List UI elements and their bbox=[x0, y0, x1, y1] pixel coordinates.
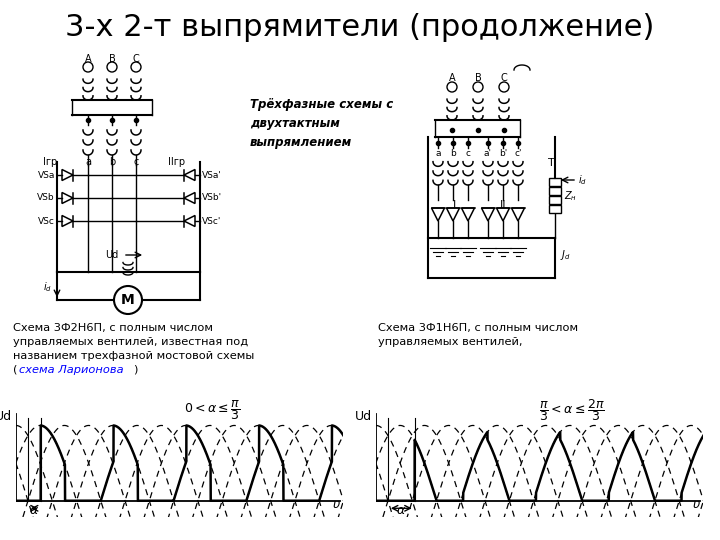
Text: b: b bbox=[109, 157, 115, 167]
Text: b: b bbox=[450, 148, 456, 158]
Text: VSc': VSc' bbox=[202, 217, 221, 226]
Text: названием трехфазной мостовой схемы: названием трехфазной мостовой схемы bbox=[13, 351, 254, 361]
Text: C: C bbox=[132, 54, 140, 64]
Bar bbox=[549, 205, 561, 213]
Text: $J_d$: $J_d$ bbox=[560, 248, 571, 262]
Text: VSc: VSc bbox=[38, 217, 55, 226]
Text: IIгр: IIгр bbox=[168, 157, 185, 167]
Text: c': c' bbox=[514, 148, 522, 158]
Text: $\alpha$: $\alpha$ bbox=[396, 504, 406, 517]
Text: ): ) bbox=[133, 365, 138, 375]
Text: VSa: VSa bbox=[37, 171, 55, 179]
Text: A: A bbox=[449, 73, 455, 83]
Bar bbox=[549, 196, 561, 204]
Text: b': b' bbox=[499, 148, 507, 158]
Text: Ud: Ud bbox=[355, 410, 372, 423]
Text: B: B bbox=[474, 73, 482, 83]
Text: схема Ларионова: схема Ларионова bbox=[19, 365, 124, 375]
Text: c: c bbox=[133, 157, 139, 167]
Text: a': a' bbox=[484, 148, 492, 158]
Text: VSb': VSb' bbox=[202, 193, 222, 202]
Text: $\upsilon$: $\upsilon$ bbox=[692, 498, 701, 511]
Bar bbox=[549, 187, 561, 195]
Text: B: B bbox=[109, 54, 115, 64]
Text: Схема 3Ф2Н6П, с полным числом: Схема 3Ф2Н6П, с полным числом bbox=[13, 323, 213, 333]
Text: управляемых вентилей,: управляемых вентилей, bbox=[378, 337, 523, 347]
Text: II: II bbox=[500, 200, 506, 210]
Text: $i_d$: $i_d$ bbox=[43, 280, 52, 294]
Text: $Z_н$: $Z_н$ bbox=[564, 189, 577, 203]
Text: VSb: VSb bbox=[37, 193, 55, 202]
Text: $0 < \alpha \leq \dfrac{\pi}{3}$: $0 < \alpha \leq \dfrac{\pi}{3}$ bbox=[184, 399, 240, 422]
Text: Ud: Ud bbox=[0, 410, 12, 423]
Text: a: a bbox=[85, 157, 91, 167]
Text: T: T bbox=[548, 158, 554, 168]
Text: 3-х 2-т выпрямители (продолжение): 3-х 2-т выпрямители (продолжение) bbox=[66, 14, 654, 43]
Text: $i_d$: $i_d$ bbox=[578, 173, 587, 187]
Text: I: I bbox=[454, 200, 456, 210]
Text: управляемых вентилей, известная под: управляемых вентилей, известная под bbox=[13, 337, 248, 347]
Text: $\alpha$: $\alpha$ bbox=[30, 504, 40, 517]
Text: c: c bbox=[466, 148, 470, 158]
Text: VSa': VSa' bbox=[202, 171, 222, 179]
Text: Iгр: Iгр bbox=[42, 157, 57, 167]
Text: Ud: Ud bbox=[105, 250, 119, 260]
Text: $\dfrac{\pi}{3} < \alpha \leq \dfrac{2\pi}{3}$: $\dfrac{\pi}{3} < \alpha \leq \dfrac{2\p… bbox=[539, 397, 606, 423]
Text: a: a bbox=[436, 148, 441, 158]
Text: $\upsilon$: $\upsilon$ bbox=[332, 498, 341, 511]
Text: C: C bbox=[500, 73, 508, 83]
Bar bbox=[549, 178, 561, 186]
Text: M: M bbox=[121, 293, 135, 307]
Text: Схема 3Ф1Н6П, с полным числом: Схема 3Ф1Н6П, с полным числом bbox=[378, 323, 578, 333]
Text: Трёхфазные схемы с
двухтактным
выпрямлением: Трёхфазные схемы с двухтактным выпрямлен… bbox=[250, 98, 393, 149]
Text: (: ( bbox=[13, 365, 17, 375]
Text: A: A bbox=[85, 54, 91, 64]
